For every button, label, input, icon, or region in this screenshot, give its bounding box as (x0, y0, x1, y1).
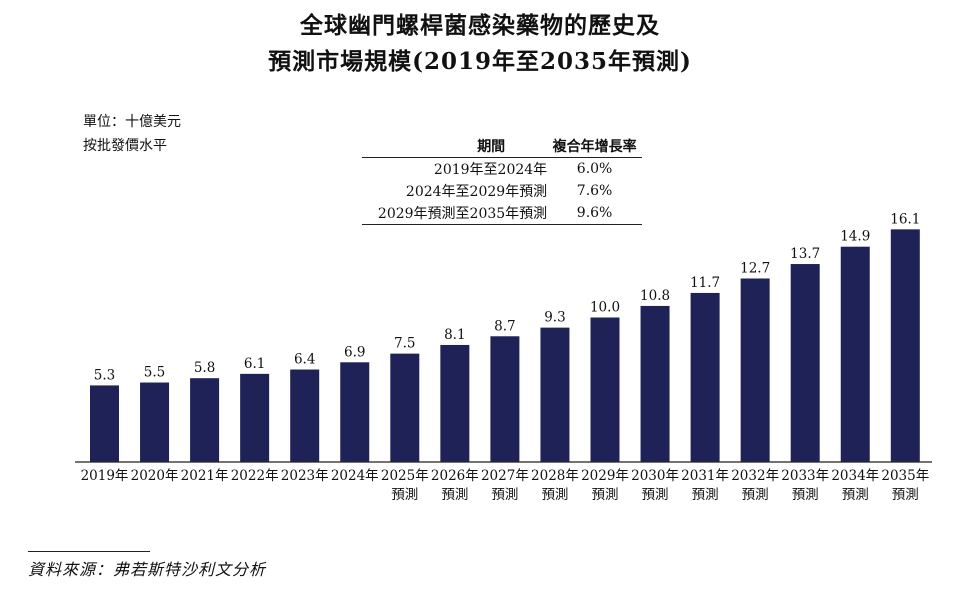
bar-4 (290, 369, 320, 462)
cagr-header-period: 期間 (362, 135, 548, 158)
value-label-4: 6.4 (294, 352, 315, 368)
bar-0 (90, 385, 119, 462)
x-tick-label-14-1: 預測 (792, 487, 819, 503)
value-label-3: 6.1 (244, 356, 265, 372)
x-tick-label-6-1: 預測 (391, 487, 418, 503)
x-tick-label-7-1: 預測 (441, 487, 468, 503)
x-tick-label-10-0: 2029年 (581, 468, 629, 484)
x-tick-label-16-0: 2035年 (881, 468, 929, 484)
value-label-1: 5.5 (144, 365, 165, 381)
bar-16 (890, 229, 920, 462)
value-label-6: 7.5 (394, 336, 415, 352)
x-tick-label-12-1: 預測 (692, 487, 719, 503)
x-tick-label-8-1: 預測 (491, 487, 518, 503)
x-tick-label-1-0: 2020年 (131, 468, 179, 484)
x-tick-label-8-0: 2027年 (481, 468, 529, 484)
bar-15 (840, 246, 870, 462)
value-label-10: 10.0 (590, 300, 620, 316)
bar-8 (490, 336, 520, 462)
cagr-table-row: 2029年預測至2035年預測 9.6% (362, 202, 642, 225)
x-tick-label-5-0: 2024年 (331, 468, 379, 484)
chart-title-line-2: 預測市場規模(2019年至2035年預測) (268, 48, 692, 75)
x-tick-label-15-0: 2034年 (831, 468, 879, 484)
value-label-7: 8.1 (444, 327, 465, 343)
cagr-rate: 7.6% (576, 183, 613, 199)
cagr-header-rate: 複合年增長率 (547, 135, 642, 158)
x-tick-label-9-0: 2028年 (531, 468, 579, 484)
x-tick-label-4-0: 2023年 (281, 468, 329, 484)
basis-note: 按批發價水平 (83, 138, 167, 154)
bar-5 (340, 362, 370, 462)
bar-14 (790, 264, 820, 462)
cagr-period: 2024年至2029年預測 (405, 184, 548, 200)
x-tick-label-11-0: 2030年 (631, 468, 679, 484)
cagr-rate: 6.0% (576, 161, 613, 177)
value-label-0: 5.3 (94, 367, 115, 383)
x-tick-label-12-0: 2031年 (681, 468, 729, 484)
value-label-16: 16.1 (890, 211, 920, 227)
x-tick-label-15-1: 預測 (842, 487, 869, 503)
value-label-8: 8.7 (494, 318, 515, 334)
x-tick-label-2-0: 2021年 (181, 468, 229, 484)
bar-7 (440, 344, 470, 462)
value-label-13: 12.7 (740, 260, 770, 276)
bar-9 (540, 327, 570, 462)
cagr-period: 2019年至2024年 (433, 162, 548, 178)
bars-layer (90, 229, 920, 462)
value-label-9: 9.3 (544, 310, 565, 326)
x-tick-label-3-0: 2022年 (231, 468, 279, 484)
bar-12 (690, 292, 720, 462)
value-label-5: 6.9 (344, 344, 365, 360)
bar-6 (390, 353, 420, 462)
value-label-11: 10.8 (640, 288, 670, 304)
value-label-14: 13.7 (790, 246, 820, 262)
bar-11 (640, 305, 670, 462)
cagr-table-row: 2024年至2029年預測 7.6% (362, 180, 642, 202)
source-divider (28, 551, 150, 552)
cagr-period: 2029年預測至2035年預測 (362, 202, 548, 225)
x-tick-label-16-1: 預測 (892, 487, 919, 503)
cagr-table: 期間 複合年增長率 2019年至2024年 6.0% 2024年至2029年預測… (362, 135, 642, 225)
x-tick-label-0-0: 2019年 (81, 468, 129, 484)
bar-13 (740, 278, 770, 462)
x-tick-label-7-0: 2026年 (431, 468, 479, 484)
unit-note: 單位：十億美元 (83, 114, 181, 130)
x-tick-label-9-1: 預測 (541, 487, 568, 503)
source-note: 資料來源：弗若斯特沙利文分析 (28, 560, 267, 579)
x-tick-label-13-0: 2032年 (731, 468, 779, 484)
bar-3 (240, 373, 270, 462)
bar-1 (140, 382, 170, 462)
x-tick-label-10-1: 預測 (592, 487, 619, 503)
bar-2 (190, 378, 220, 462)
x-tick-label-6-0: 2025年 (381, 468, 429, 484)
cagr-table-header-row: 期間 複合年增長率 (362, 135, 642, 158)
cagr-table-row: 2019年至2024年 6.0% (362, 158, 642, 181)
x-tick-label-14-0: 2033年 (781, 468, 829, 484)
labels-layer: 5.3 2019年 5.5 2020年 5.8 2021年 6.1 2022年 6.4 2023年… (81, 211, 930, 503)
value-label-12: 11.7 (690, 275, 720, 291)
bar-chart: 5.3 2019年 5.5 2020年 5.8 2021年 6.1 2022年 6.4 2023年… (75, 211, 932, 503)
cagr-rate: 9.6% (547, 202, 642, 225)
value-label-15: 14.9 (840, 229, 870, 245)
chart-title-line-1: 全球幽門螺桿菌感染藥物的歷史及 (300, 12, 660, 39)
x-tick-label-11-1: 預測 (642, 487, 669, 503)
x-tick-label-13-1: 預測 (742, 487, 769, 503)
bar-10 (590, 317, 620, 462)
value-label-2: 5.8 (194, 360, 215, 376)
